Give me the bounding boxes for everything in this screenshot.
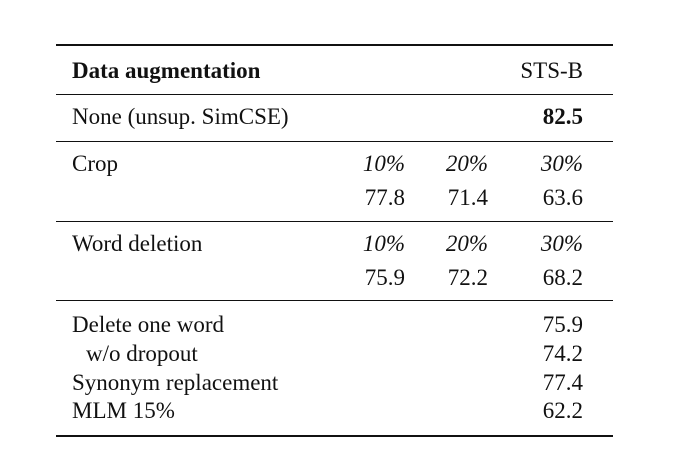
bottom-rule (56, 435, 613, 437)
baseline-label: None (unsup. SimCSE) (72, 104, 289, 129)
word-deletion-score-1: 75.9 (364, 265, 405, 290)
word-deletion-rate-3: 30% (540, 231, 583, 256)
other-label-delete-one-word: Delete one word (72, 312, 224, 337)
word-deletion-rule (56, 300, 613, 301)
other-value-mlm: 62.2 (542, 398, 583, 423)
crop-score-1: 77.8 (364, 185, 405, 210)
other-value-wo-dropout: 74.2 (542, 341, 583, 366)
word-deletion-score-2: 72.2 (447, 265, 488, 290)
other-label-wo-dropout: w/o dropout (86, 341, 198, 366)
word-deletion-score-3: 68.2 (542, 265, 583, 290)
top-rule (56, 44, 613, 46)
header-rule (56, 94, 613, 95)
crop-score-2: 71.4 (447, 185, 488, 210)
crop-rate-2: 20% (445, 151, 488, 176)
word-deletion-label: Word deletion (72, 231, 203, 256)
other-value-delete-one-word: 75.9 (542, 312, 583, 337)
other-label-mlm: MLM 15% (72, 398, 175, 423)
crop-rate-1: 10% (362, 151, 405, 176)
other-label-synonym-replacement: Synonym replacement (72, 370, 279, 395)
header-data-augmentation: Data augmentation (72, 58, 261, 83)
baseline-value: 82.5 (542, 104, 583, 129)
crop-label: Crop (72, 151, 118, 176)
crop-rule (56, 221, 613, 222)
crop-rate-3: 30% (540, 151, 583, 176)
crop-score-3: 63.6 (542, 185, 583, 210)
other-value-synonym-replacement: 77.4 (542, 370, 583, 395)
word-deletion-rate-1: 10% (362, 231, 405, 256)
baseline-rule (56, 141, 613, 142)
header-sts-b: STS-B (520, 58, 583, 83)
word-deletion-rate-2: 20% (445, 231, 488, 256)
